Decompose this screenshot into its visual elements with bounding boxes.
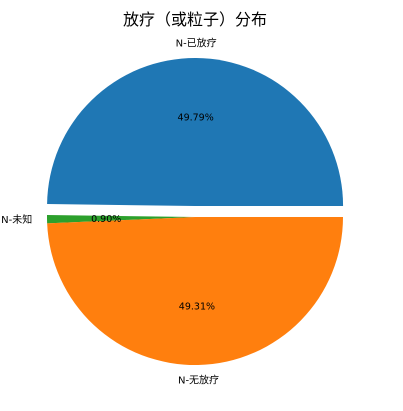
pie-slice [47,57,344,207]
chart-title: 放疗（或粒子）分布 [123,10,267,29]
slice-category-label: N-无放疗 [178,373,219,386]
slice-percent-label: 0.90% [91,214,121,225]
pie-slice [47,215,195,224]
slice-percent-label: 49.31% [179,301,215,312]
pie-slices [47,57,344,366]
slice-category-label: N-已放疗 [176,37,217,50]
pie-labels: 49.79% N-已放疗 0.90% N-未知 49.31% N-无放疗 [1,37,219,387]
slice-percent-label: 49.79% [178,113,214,124]
slice-category-label: N-未知 [1,213,32,226]
pie-slice [47,217,343,366]
